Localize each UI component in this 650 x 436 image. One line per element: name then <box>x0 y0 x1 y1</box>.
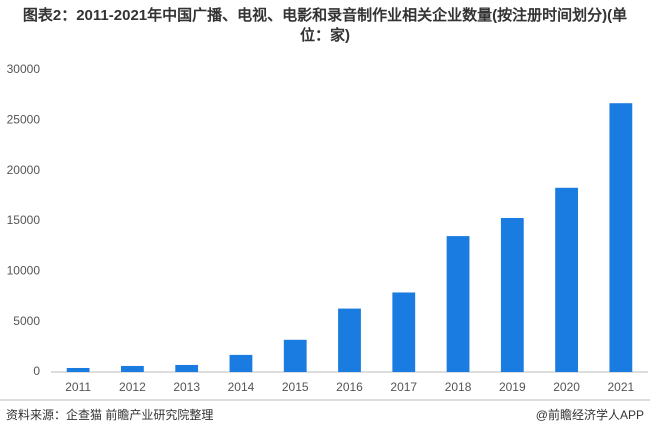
y-tick-label: 20000 <box>7 163 41 177</box>
bar <box>283 339 307 372</box>
x-tick-label: 2015 <box>282 380 309 394</box>
y-tick-label: 0 <box>33 364 40 378</box>
bar <box>446 236 470 372</box>
bar <box>229 354 253 372</box>
x-tick-label: 2020 <box>553 380 580 394</box>
bar <box>338 308 361 372</box>
bar <box>609 103 633 372</box>
bar <box>66 367 90 372</box>
credit: @前瞻经济学人APP <box>536 407 644 422</box>
x-tick-label: 2016 <box>336 380 363 394</box>
source: 资料来源：企查猫 前瞻产业研究院整理 <box>6 407 213 422</box>
x-tick-label: 2012 <box>119 380 146 394</box>
x-tick-label: 2021 <box>608 380 635 394</box>
bar <box>392 292 416 372</box>
x-tick-label: 2013 <box>173 380 200 394</box>
x-tick-label: 2018 <box>445 380 472 394</box>
x-tick-label: 2011 <box>65 380 91 394</box>
bar <box>500 217 524 372</box>
y-tick-label: 30000 <box>7 62 41 76</box>
chart-title: 图表2：2011-2021年中国广播、电视、电影和录音制作业相关企业数量(按注册… <box>22 7 628 44</box>
y-tick-label: 5000 <box>13 314 40 328</box>
y-tick-label: 25000 <box>7 113 41 127</box>
bar <box>175 364 199 372</box>
x-tick-label: 2019 <box>499 380 526 394</box>
bar <box>555 187 578 372</box>
bar <box>121 365 144 372</box>
x-tick-label: 2014 <box>228 380 255 394</box>
y-tick-label: 15000 <box>7 213 41 227</box>
x-tick-label: 2017 <box>390 380 417 394</box>
y-tick-label: 10000 <box>7 264 41 278</box>
